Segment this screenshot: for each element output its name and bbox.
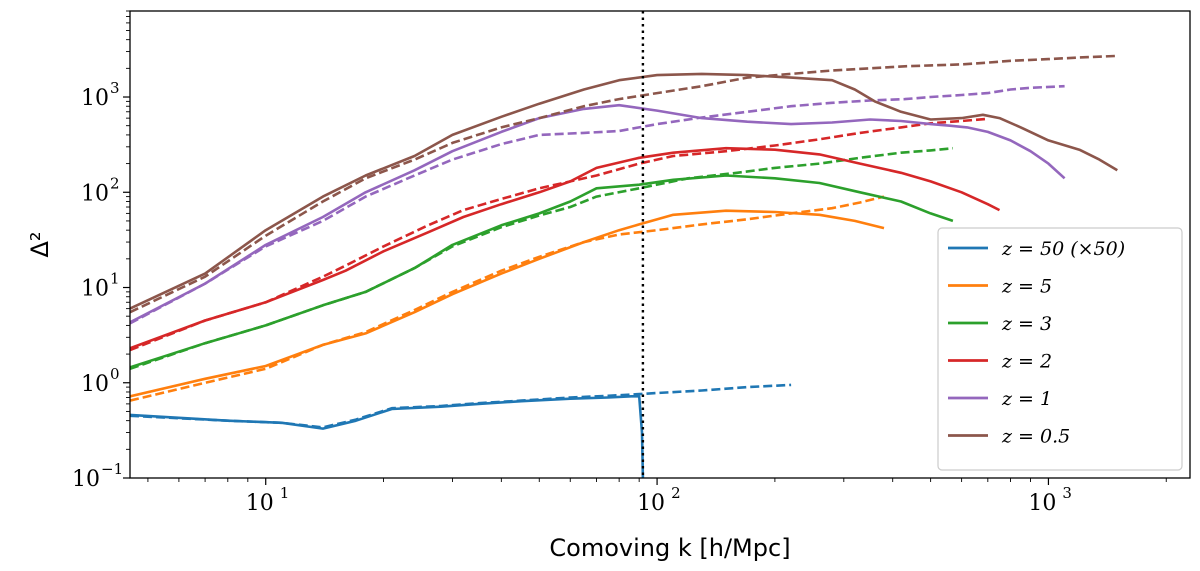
series-2-solid-line [130,174,954,369]
y-tick-label: 10 [81,181,109,206]
legend-label: z = 5 [1001,276,1052,298]
x-tick-label-exponent: 2 [671,484,681,502]
y-tick-label: 10 [72,467,100,492]
legend: z = 50 (×50) z = 5 z = 3 z = 2 z = 1 z = 0.5 [937,227,1183,471]
y-tick-label: 10 [81,372,109,397]
legend-label: z = 3 [1001,313,1052,335]
legend-items: z = 50 (×50) z = 5 z = 3 z = 2 z = 1 z = 0.5 [948,238,1125,448]
x-tick-label: 10 [637,491,665,516]
y-tick-label-exponent: 0 [110,365,120,383]
plot-frame [129,10,1191,479]
series-layer [130,54,1118,478]
legend-box [937,227,1183,471]
series-4-solid-line [130,103,1066,324]
series-1-solid-line [130,209,885,398]
legend-label: z = 50 (×50) [1001,238,1125,260]
legend-label: z = 2 [1001,351,1052,373]
series-3-dashed-line [130,117,988,352]
y-tick-label: 10 [81,277,109,302]
series-5-solid-line [130,72,1118,310]
ticks-layer: 10 1 10 2 10 310 −110 010 110 210 3 [72,10,1167,516]
x-tick-label-exponent: 3 [1062,484,1072,502]
legend-label: z = 1 [1001,388,1052,410]
x-axis-label: Comoving k [h/Mpc] [549,534,790,562]
x-tick-label: 10 [246,491,274,516]
legend-label: z = 0.5 [1001,426,1070,448]
y-tick-label-exponent: 3 [110,79,120,97]
y-tick-label-exponent: −1 [101,460,123,478]
series-4-dashed-line [130,84,1065,325]
series-0-solid-line [130,394,645,478]
y-tick-label-exponent: 2 [110,174,120,192]
y-tick-label-exponent: 1 [110,270,120,288]
x-tick-label: 10 [1028,491,1056,516]
series-3-solid-line [130,146,1001,350]
y-axis-label: Δ² [26,231,54,257]
x-tick-label-exponent: 1 [280,484,290,502]
y-tick-label: 10 [81,86,109,111]
